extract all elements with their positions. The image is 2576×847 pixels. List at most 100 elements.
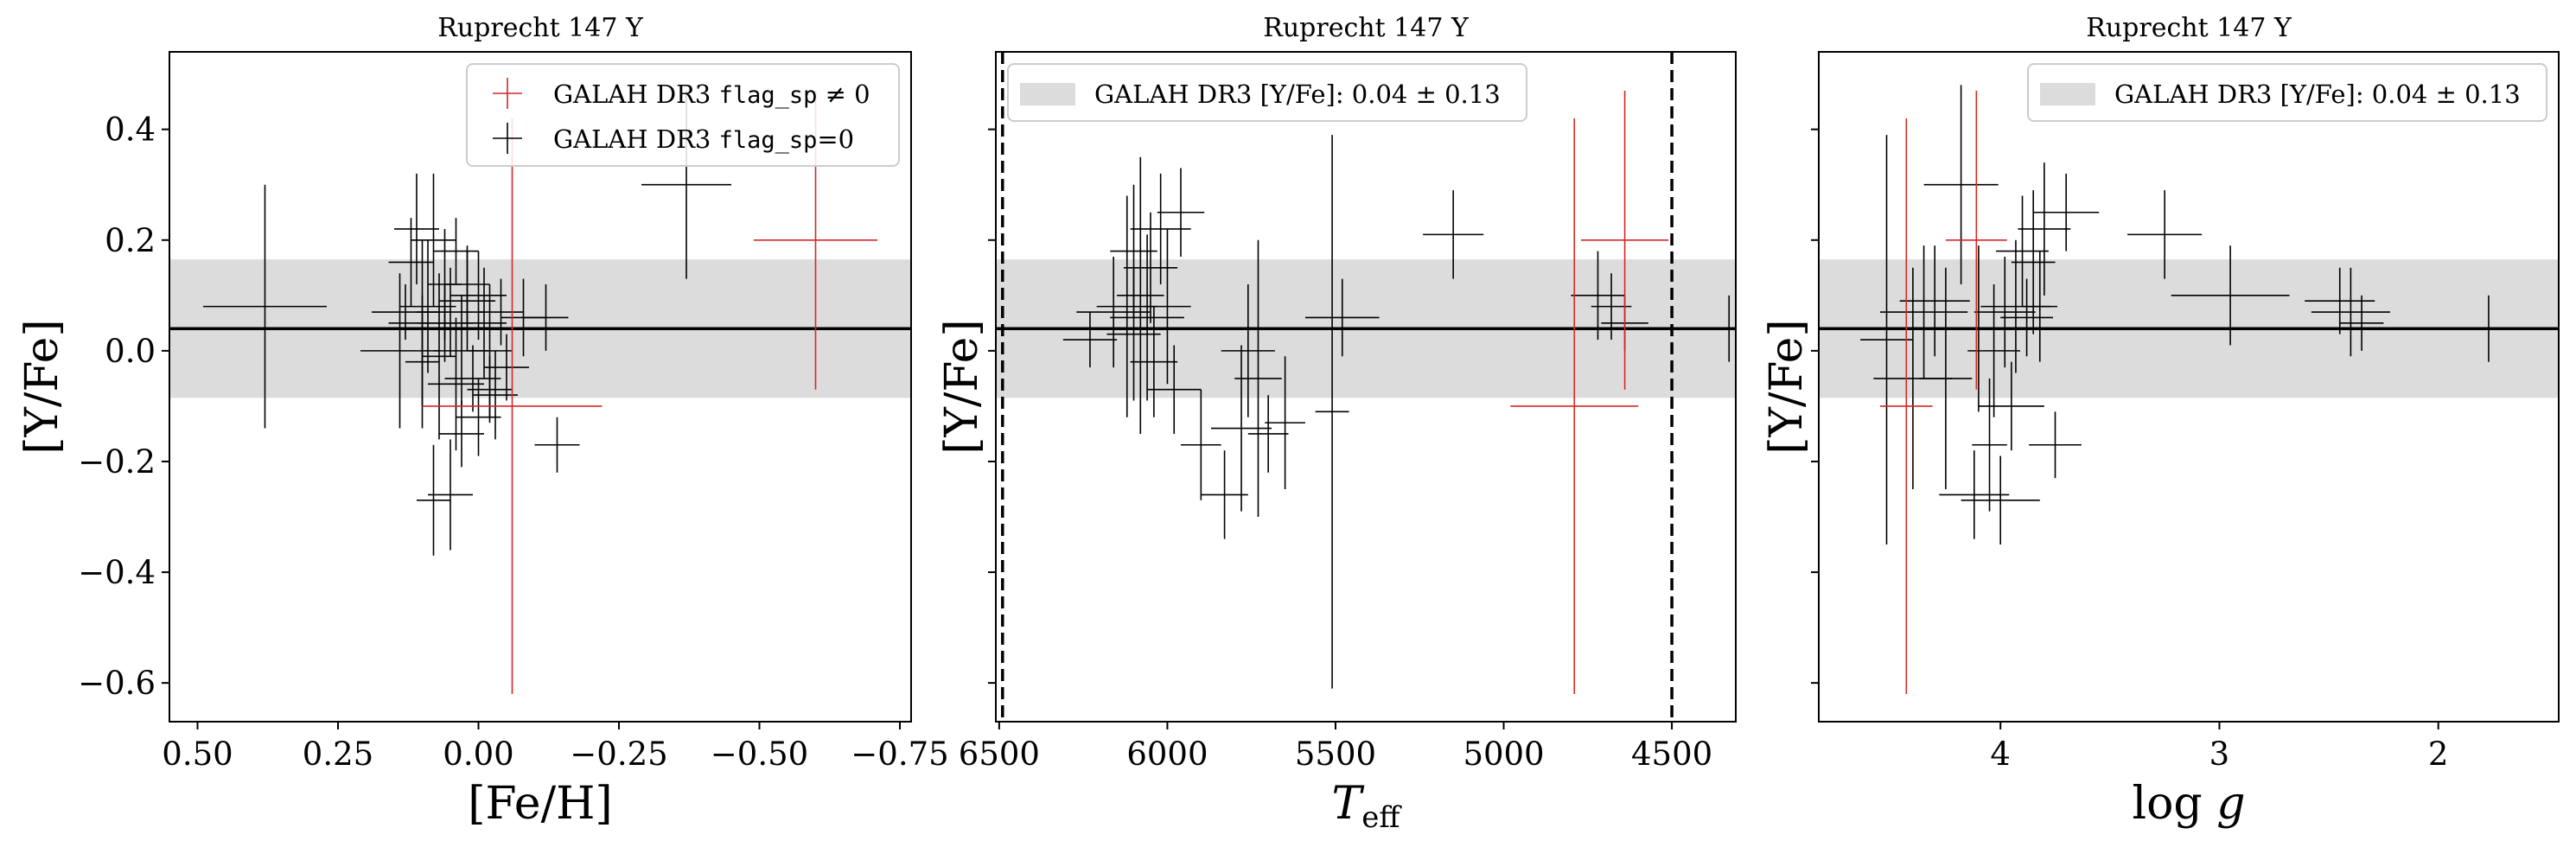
data-point xyxy=(1130,306,1178,417)
x-tick-label: 6000 xyxy=(1126,736,1208,773)
data-point xyxy=(2011,190,2056,334)
y-tick-label: −0.2 xyxy=(78,443,156,481)
data-point xyxy=(2311,267,2390,357)
data-point xyxy=(417,444,450,556)
data-point xyxy=(428,317,484,451)
legend-label: GALAH DR3 flag_sp ≠ 0 xyxy=(553,80,870,109)
legend-band-swatch xyxy=(1020,83,1075,105)
data-point xyxy=(1972,378,2007,512)
chart-title: Ruprecht 147 Y xyxy=(437,13,644,43)
data-point xyxy=(394,173,439,285)
chart-panel-3: 4 3 2 Ruprecht 147 Y log g [Y/Fe] GALAH DR3 [Y… xyxy=(1761,13,2560,830)
data-point xyxy=(428,439,473,551)
data-point xyxy=(1117,156,1164,434)
data-point xyxy=(1948,245,2010,412)
data-point xyxy=(1234,239,1282,518)
legend-frame xyxy=(1007,63,1527,122)
legend-band-swatch xyxy=(2040,83,2095,105)
data-point xyxy=(1062,312,1118,368)
y-tick-label: −0.4 xyxy=(78,554,156,591)
y-tick-label: 0.0 xyxy=(105,333,156,370)
data-point xyxy=(1221,284,1275,417)
flagged-data-point xyxy=(1581,90,1669,390)
data-point xyxy=(1157,168,1205,257)
data-point xyxy=(2339,295,2384,351)
x-tick-label: 0.00 xyxy=(443,736,513,773)
data-point xyxy=(1201,450,1248,539)
y-axis-label: [Y/Fe] xyxy=(16,319,68,454)
chart-title: Ruprecht 147 Y xyxy=(2086,13,2292,43)
data-point xyxy=(1961,455,2040,545)
flagged-data-point xyxy=(1510,118,1639,694)
data-point xyxy=(1879,245,1968,379)
data-point xyxy=(1571,251,1625,341)
y-axis-label: [Y/Fe] xyxy=(936,319,988,454)
x-tick-label: 4 xyxy=(1990,736,2011,773)
data-point xyxy=(534,417,580,473)
data-point xyxy=(478,278,524,346)
chart-panel-1: 0.50 0.25 0.00 −0.25 −0.50 −0.75 0.4 0.2 0.0 −0.2… xyxy=(16,13,949,830)
data-point xyxy=(467,356,513,424)
data-point xyxy=(1715,295,1736,362)
x-tick-label: 2 xyxy=(2428,736,2449,773)
legend-cross-marker xyxy=(493,123,522,154)
chart-title: Ruprecht 147 Y xyxy=(1263,13,1470,43)
x-tick-label: 0.25 xyxy=(303,736,373,773)
legend-frame xyxy=(2027,63,2547,122)
data-point xyxy=(388,218,434,307)
x-tick-label: 6500 xyxy=(959,736,1040,773)
flagged-data-point xyxy=(1879,118,1933,694)
data-point xyxy=(1211,345,1272,512)
data-point xyxy=(1860,135,1913,545)
axes-frame xyxy=(169,51,912,723)
data-point xyxy=(1110,184,1157,318)
plot-area xyxy=(996,52,1736,722)
legend: GALAH DR3 [Y/Fe]: 0.04 ± 0.13 xyxy=(1007,63,1527,122)
x-tick-label: 3 xyxy=(2209,736,2230,773)
data-point xyxy=(2000,278,2053,357)
data-point xyxy=(2127,190,2203,279)
data-point xyxy=(450,251,507,341)
data-point xyxy=(2018,162,2071,296)
data-point xyxy=(360,273,439,429)
x-tick-label: 5000 xyxy=(1463,736,1544,773)
chart-panel-2: 6500 6000 5500 5000 4500 Ruprecht 147 Y Teff [Y… xyxy=(936,13,1737,835)
legend-label: GALAH DR3 [Y/Fe]: 0.04 ± 0.13 xyxy=(2114,80,2521,109)
data-point xyxy=(1973,256,2036,368)
data-point xyxy=(1076,256,1151,368)
legend-item: GALAH DR3 flag_sp=0 xyxy=(493,123,854,154)
data-point xyxy=(1423,190,1484,279)
data-point xyxy=(2022,251,2058,362)
y-tick-label: 0.2 xyxy=(105,222,156,259)
data-point xyxy=(2029,411,2082,479)
legend-frame xyxy=(466,63,900,167)
legend-label: GALAH DR3 [Y/Fe]: 0.04 ± 0.13 xyxy=(1094,80,1501,109)
x-tick-label: 0.50 xyxy=(162,736,233,773)
data-point xyxy=(501,278,546,357)
legend-item: GALAH DR3 flag_sp ≠ 0 xyxy=(493,78,870,109)
data-point xyxy=(2033,173,2100,252)
flagged-data-point xyxy=(1945,90,2007,390)
x-tick-label: 4500 xyxy=(1631,736,1712,773)
y-axis-label: [Y/Fe] xyxy=(1761,319,1813,454)
legend-item: GALAH DR3 [Y/Fe]: 0.04 ± 0.13 xyxy=(2040,80,2521,109)
y-tick-label: −0.6 xyxy=(78,665,156,702)
x-tick-label: 5500 xyxy=(1295,736,1376,773)
data-point xyxy=(2449,295,2528,362)
legend-item: GALAH DR3 [Y/Fe]: 0.04 ± 0.13 xyxy=(1020,80,1501,109)
data-point xyxy=(372,284,439,341)
data-point xyxy=(1978,361,2044,451)
data-point xyxy=(444,345,501,412)
x-tick-label: −0.50 xyxy=(711,736,808,773)
x-tick-label: −0.75 xyxy=(851,736,948,773)
data-point xyxy=(1181,389,1221,500)
data-point xyxy=(439,400,484,468)
data-point xyxy=(1147,345,1202,434)
data-point xyxy=(1123,212,1178,323)
legend: GALAH DR3 [Y/Fe]: 0.04 ± 0.13 xyxy=(2027,63,2547,122)
data-point xyxy=(433,218,479,285)
data-point xyxy=(417,284,473,362)
data-point xyxy=(1247,395,1289,473)
data-point xyxy=(1304,278,1380,357)
